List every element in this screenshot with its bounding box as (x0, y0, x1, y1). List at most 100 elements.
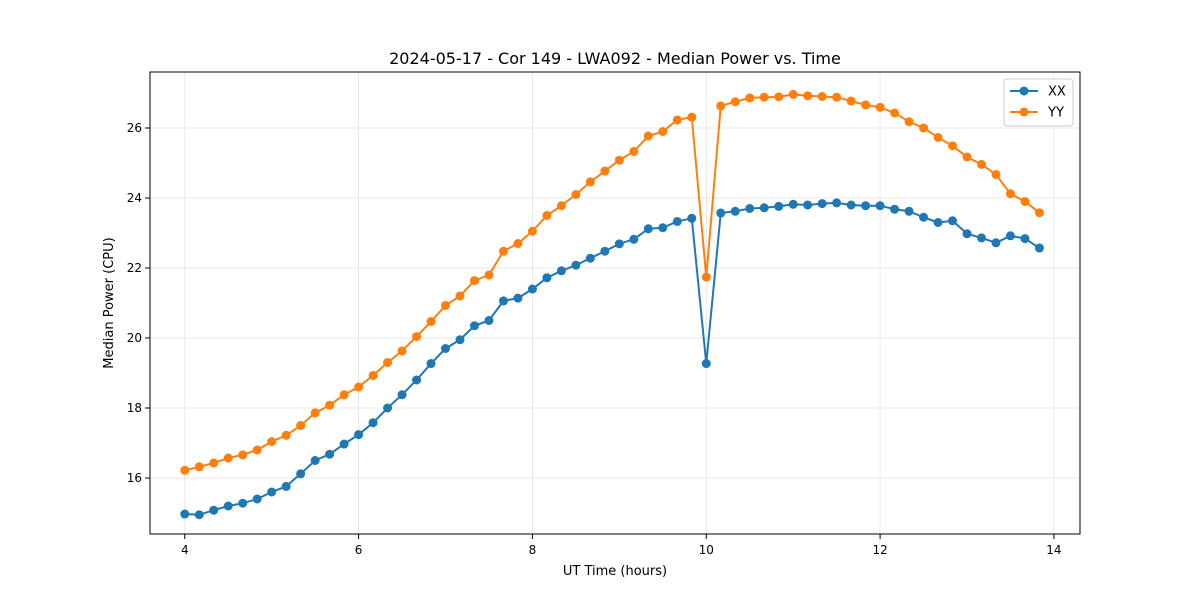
data-point-yy (180, 465, 190, 475)
x-tick-label: 14 (1046, 543, 1061, 557)
data-point-xx (180, 509, 190, 519)
data-point-yy (629, 146, 639, 156)
data-point-yy (281, 430, 291, 440)
data-point-xx (614, 239, 624, 249)
data-point-yy (976, 159, 986, 169)
data-point-xx (354, 430, 364, 440)
data-point-xx (585, 253, 595, 263)
plot-area-frame (149, 71, 1081, 535)
data-point-yy (875, 102, 885, 112)
data-point-xx (600, 246, 610, 256)
data-point-xx (687, 213, 697, 223)
data-point-xx (991, 238, 1001, 248)
data-point-yy (643, 131, 653, 141)
data-point-yy (484, 270, 494, 280)
data-point-xx (542, 273, 552, 283)
data-point-xx (194, 510, 204, 520)
data-point-xx (875, 201, 885, 211)
data-point-yy (817, 92, 827, 101)
data-point-yy (774, 92, 784, 102)
y-tick-label: 20 (127, 331, 142, 345)
data-point-yy (513, 239, 523, 248)
data-point-xx (962, 229, 972, 239)
data-point-xx (223, 501, 233, 511)
data-point-xx (469, 321, 479, 331)
data-point-yy (339, 390, 349, 400)
data-point-xx (658, 223, 668, 233)
data-point-yy (238, 450, 248, 460)
data-point-yy (296, 421, 306, 430)
data-point-yy (383, 358, 393, 367)
data-point-yy (948, 141, 958, 151)
legend-yy-label: YY (1047, 106, 1064, 121)
data-point-xx (701, 359, 711, 369)
data-point-yy (426, 317, 436, 327)
data-point-yy (556, 201, 566, 211)
data-point-xx (716, 208, 726, 218)
data-point-yy (861, 100, 871, 110)
x-tick-label: 10 (699, 543, 714, 557)
data-point-yy (600, 166, 610, 176)
x-tick-label: 6 (355, 543, 363, 557)
data-point-yy (614, 155, 624, 165)
x-tick-label: 4 (181, 543, 189, 557)
data-point-yy (412, 332, 422, 342)
data-point-yy (788, 89, 798, 99)
data-point-xx (817, 199, 827, 209)
data-point-xx (861, 201, 871, 211)
data-point-yy (368, 370, 378, 380)
data-point-yy (759, 92, 769, 102)
data-point-xx (527, 284, 537, 294)
data-point-yy (397, 346, 407, 356)
data-point-xx (976, 233, 986, 243)
data-point-yy (209, 458, 219, 468)
data-point-xx (484, 316, 494, 325)
y-tick-label: 24 (127, 191, 142, 205)
data-point-xx (209, 505, 219, 515)
data-point-xx (267, 487, 277, 497)
legend-yy-marker (1019, 107, 1029, 117)
data-point-xx (672, 216, 682, 226)
data-point-yy (1005, 189, 1015, 199)
axis-ticks: 4 6 8 10 12 14 16 18 20 22 24 26 (127, 121, 1062, 557)
x-tick-label: 12 (872, 543, 887, 557)
data-point-xx (310, 456, 320, 465)
data-point-xx (455, 335, 465, 345)
data-point-yy (223, 453, 233, 463)
data-point-xx (774, 201, 784, 211)
data-point-xx (281, 481, 291, 491)
data-point-yy (919, 123, 929, 133)
chart-title: 2024-05-17 - Cor 149 - LWA092 - Median P… (389, 49, 841, 68)
data-point-xx (730, 206, 740, 216)
data-point-yy (803, 91, 813, 101)
x-axis-label: UT Time (hours) (563, 564, 667, 579)
data-point-xx (629, 234, 639, 244)
legend: XX YY (1003, 78, 1074, 127)
data-point-xx (890, 204, 900, 214)
data-point-xx (759, 203, 769, 213)
data-point-yy (455, 291, 465, 301)
data-point-xx (426, 359, 436, 369)
grid-lines (150, 72, 1080, 534)
data-point-yy (745, 93, 755, 103)
data-point-xx (383, 403, 393, 413)
data-point-yy (832, 92, 842, 102)
data-point-yy (527, 226, 537, 236)
data-point-yy (498, 246, 508, 256)
data-point-yy (1020, 197, 1030, 206)
data-point-yy (354, 382, 364, 392)
data-point-yy (991, 170, 1001, 180)
data-point-yy (716, 101, 726, 111)
data-point-yy (469, 276, 479, 286)
data-point-yy (441, 300, 451, 310)
data-point-xx (441, 344, 451, 353)
data-point-xx (571, 260, 581, 270)
data-point-yy (1034, 208, 1044, 218)
data-point-yy (687, 112, 697, 122)
x-tick-label: 8 (529, 543, 537, 557)
data-point-xx (368, 418, 378, 428)
data-point-xx (1005, 231, 1015, 241)
data-point-xx (788, 199, 798, 209)
data-point-yy (310, 408, 320, 418)
